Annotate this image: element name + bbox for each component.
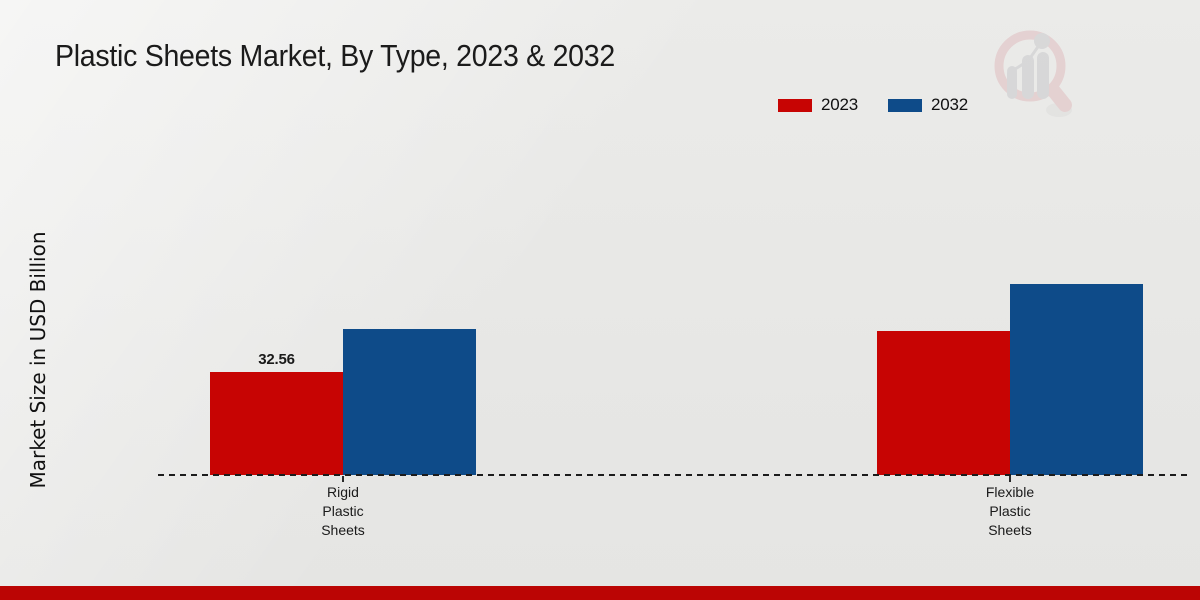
bar-2032-rigid-plastic-sheets (343, 329, 476, 475)
legend: 2023 2032 (778, 95, 968, 115)
bar-2032-flexible-plastic-sheets (1010, 284, 1143, 475)
legend-item-2032: 2032 (888, 95, 968, 115)
legend-item-2023: 2023 (778, 95, 858, 115)
legend-label: 2023 (821, 95, 859, 114)
bar-value-label-2023-rigid-plastic-sheets: 32.56 (258, 351, 295, 368)
x-axis-baseline (158, 474, 1192, 476)
bar-2023-flexible-plastic-sheets (877, 331, 1010, 475)
category-label-flexible-plastic-sheets: Flexible Plastic Sheets (985, 484, 1035, 538)
legend-swatch-2023 (778, 98, 812, 112)
legend-swatch-2032 (888, 98, 923, 112)
legend-label: 2032 (931, 95, 969, 114)
magnifier-bar-chart-logo-icon (994, 30, 1072, 117)
chart-title: Plastic Sheets Market, By Type, 2023 & 2… (55, 38, 615, 73)
bar-2023-rigid-plastic-sheets (210, 372, 343, 475)
x-axis-tick-rigid-plastic-sheets (342, 476, 344, 482)
category-label-rigid-plastic-sheets: Rigid Plastic Sheets (321, 484, 365, 538)
footer-accent-bar (0, 586, 1200, 600)
x-axis-tick-flexible-plastic-sheets (1009, 476, 1011, 482)
